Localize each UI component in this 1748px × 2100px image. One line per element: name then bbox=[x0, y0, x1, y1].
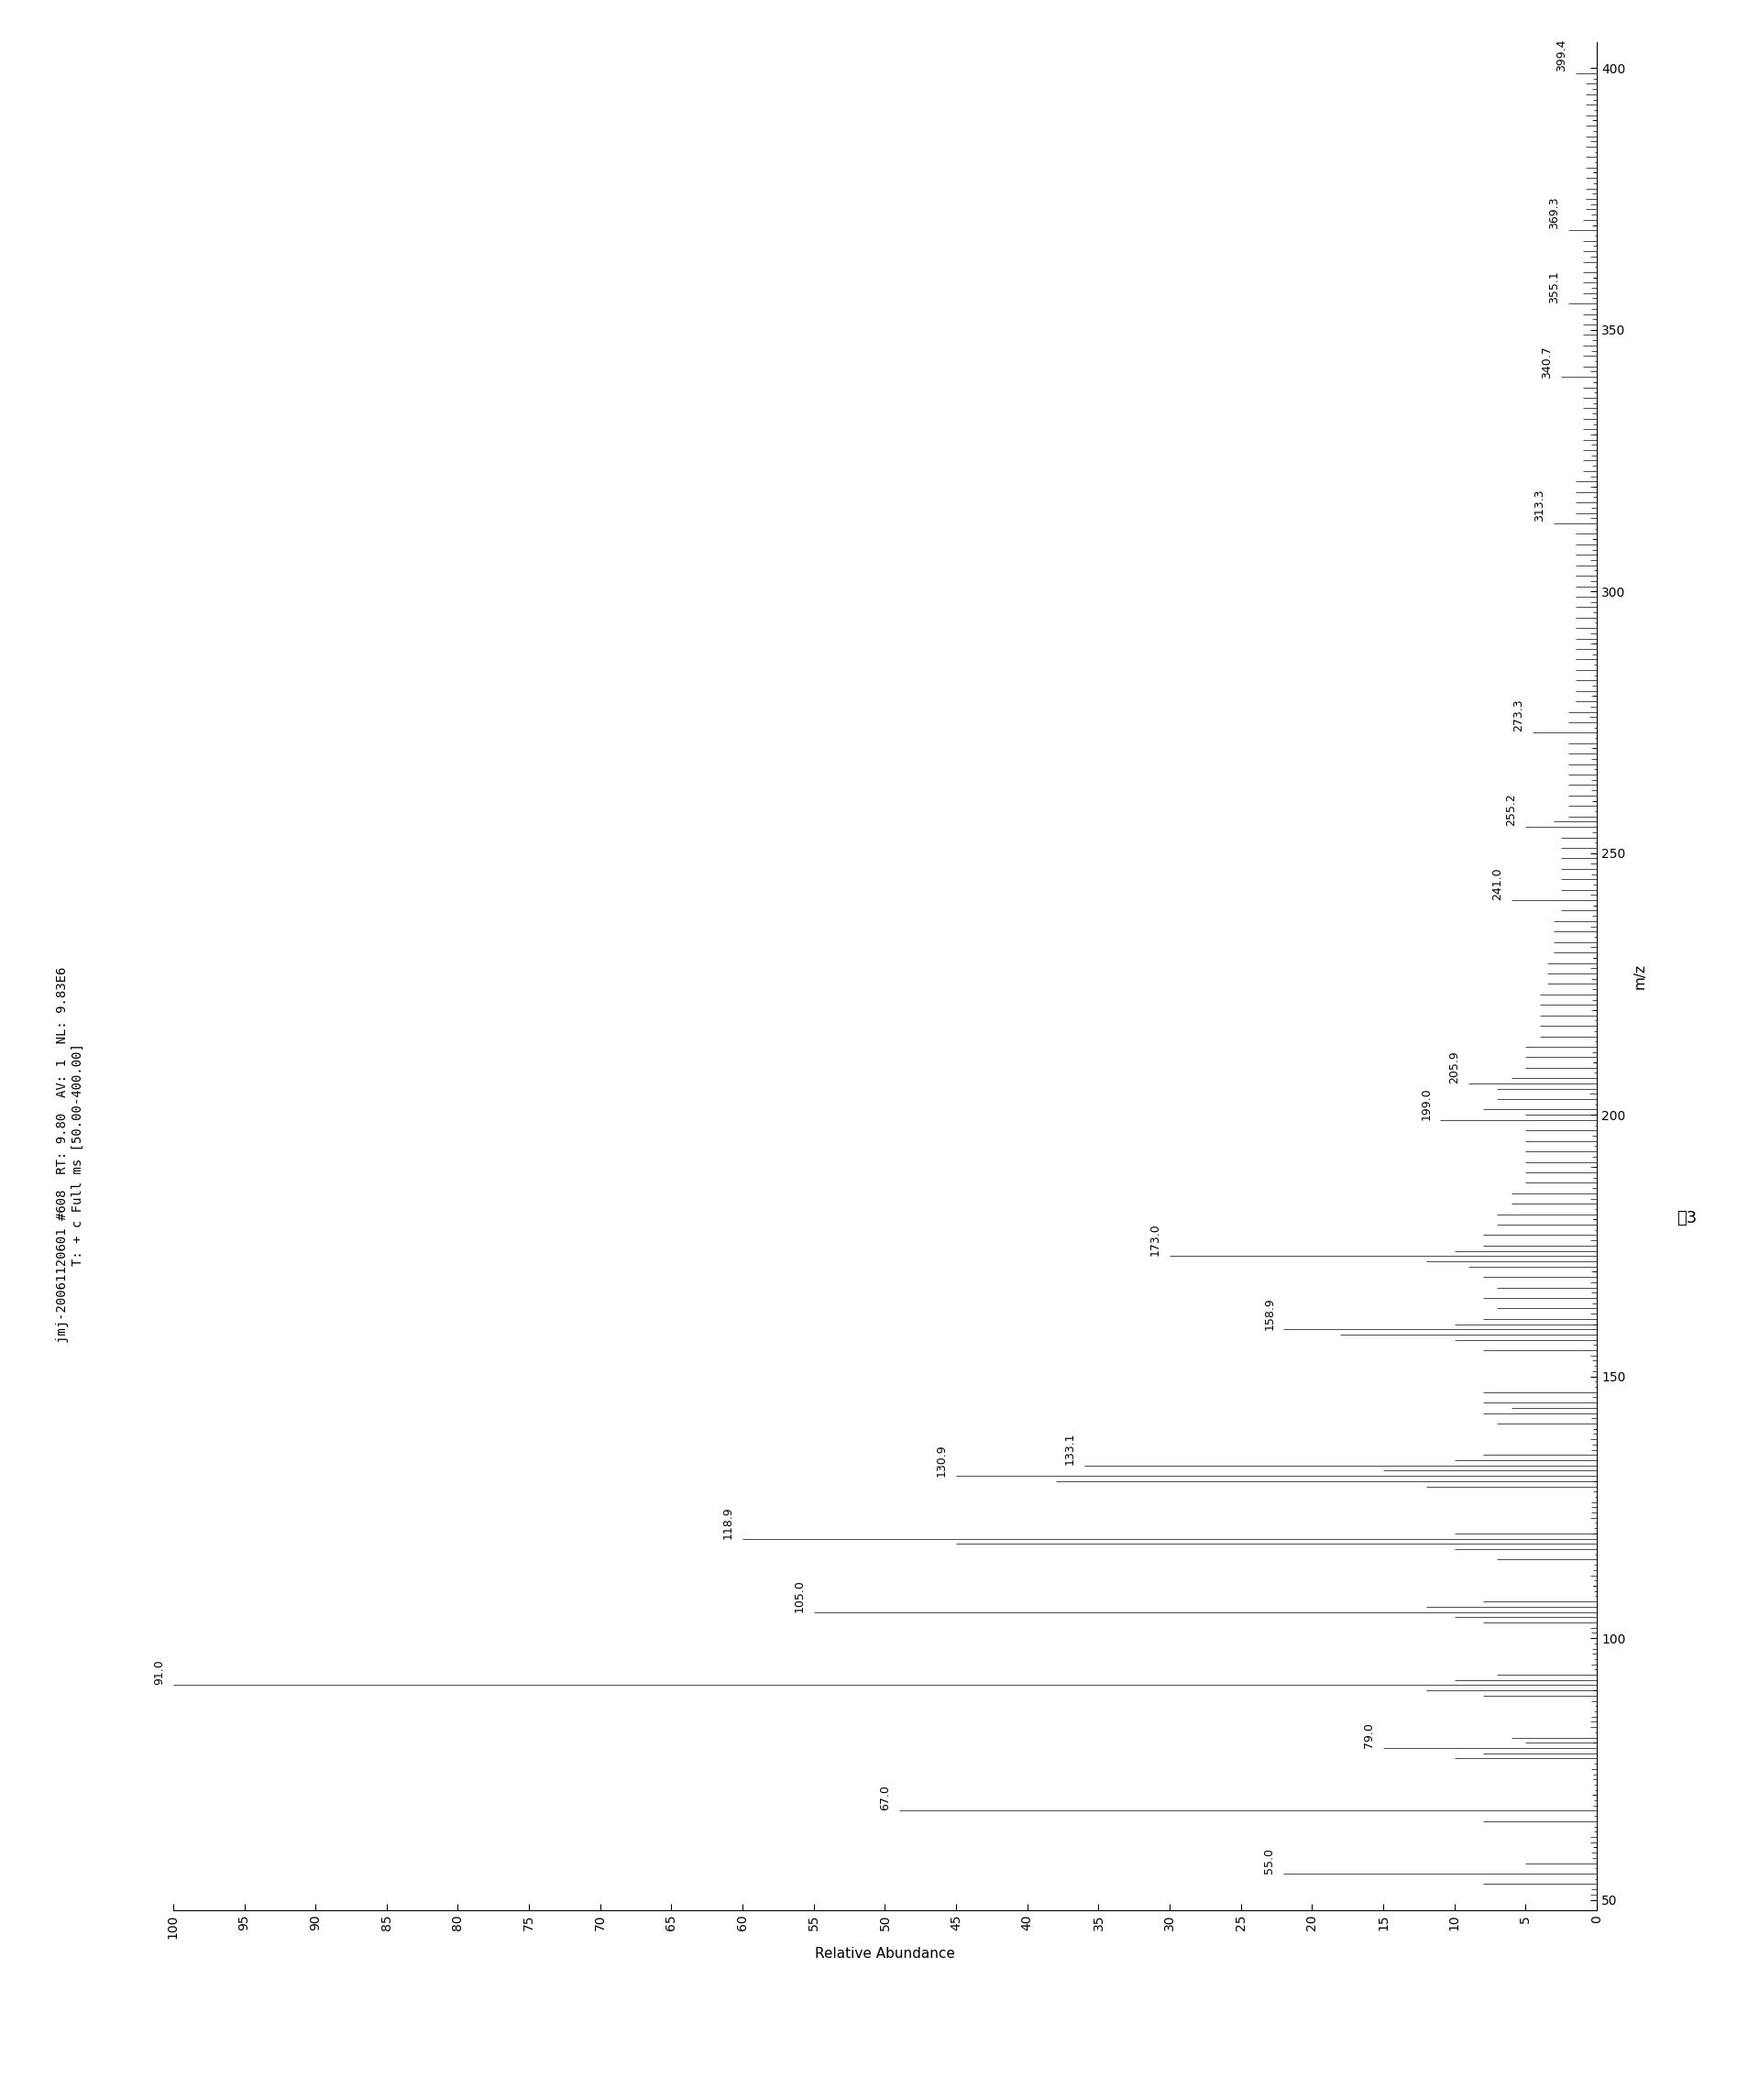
Text: 67.0: 67.0 bbox=[879, 1785, 891, 1810]
Text: 355.1: 355.1 bbox=[1549, 271, 1559, 302]
Text: 105.0: 105.0 bbox=[794, 1579, 806, 1613]
Text: 130.9: 130.9 bbox=[935, 1443, 947, 1476]
Text: 205.9: 205.9 bbox=[1449, 1052, 1460, 1084]
Text: 340.7: 340.7 bbox=[1542, 346, 1552, 378]
Y-axis label: m/z: m/z bbox=[1633, 964, 1647, 989]
Text: 313.3: 313.3 bbox=[1535, 489, 1545, 521]
Text: 图3: 图3 bbox=[1676, 1210, 1697, 1226]
Text: 399.4: 399.4 bbox=[1556, 38, 1568, 71]
Text: 158.9: 158.9 bbox=[1264, 1298, 1276, 1329]
Text: 199.0: 199.0 bbox=[1419, 1088, 1432, 1119]
X-axis label: Relative Abundance: Relative Abundance bbox=[815, 1947, 954, 1959]
Text: 173.0: 173.0 bbox=[1150, 1224, 1161, 1256]
Text: 255.2: 255.2 bbox=[1505, 794, 1517, 825]
Text: 273.3: 273.3 bbox=[1512, 699, 1524, 731]
Text: 369.3: 369.3 bbox=[1549, 195, 1559, 229]
Text: 91.0: 91.0 bbox=[152, 1659, 164, 1684]
Text: 241.0: 241.0 bbox=[1491, 867, 1503, 901]
Text: 133.1: 133.1 bbox=[1065, 1432, 1077, 1466]
Text: 118.9: 118.9 bbox=[722, 1506, 734, 1539]
Text: 79.0: 79.0 bbox=[1363, 1722, 1376, 1747]
Text: jmj-20061120601 #608  RT: 9.80  AV: 1  NL: 9.83E6
T: + c Full ms [50.00-400.00]: jmj-20061120601 #608 RT: 9.80 AV: 1 NL: … bbox=[56, 966, 84, 1344]
Text: 55.0: 55.0 bbox=[1264, 1848, 1276, 1873]
